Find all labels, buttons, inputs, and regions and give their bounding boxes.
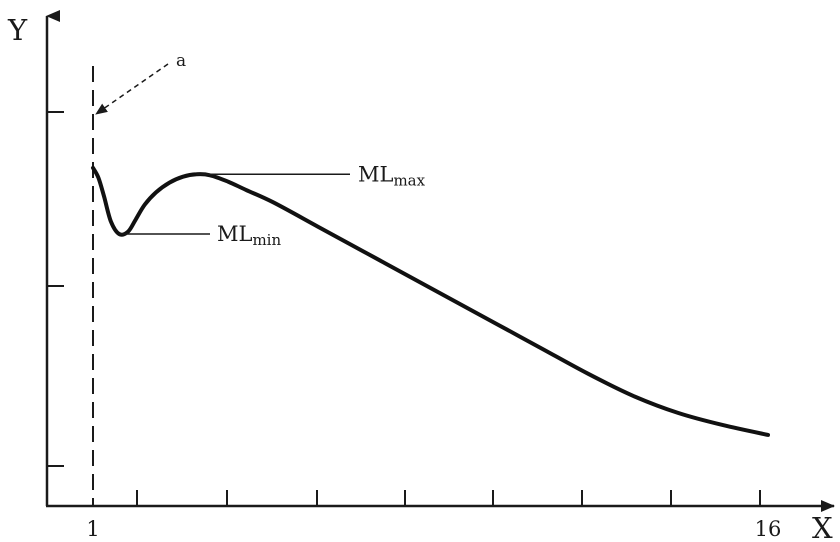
x-axis-title: X	[812, 511, 833, 542]
x-ticks	[136, 490, 761, 506]
ml-max-label: MLmax	[358, 162, 426, 189]
ml-min-main: ML	[217, 222, 253, 246]
y-axis-title: Y	[7, 13, 28, 47]
ml-max-sub: max	[393, 171, 425, 189]
marker-a-label: a	[176, 51, 186, 71]
ml-min-sub: min	[252, 231, 281, 249]
ml-max-main: ML	[358, 162, 394, 186]
marker-a-leader	[95, 63, 169, 115]
ml-min-label: MLmin	[217, 222, 281, 249]
x-tick-label-end: 16	[755, 517, 782, 541]
x-tick-label-start: 1	[86, 517, 99, 541]
series-line	[91, 165, 770, 437]
